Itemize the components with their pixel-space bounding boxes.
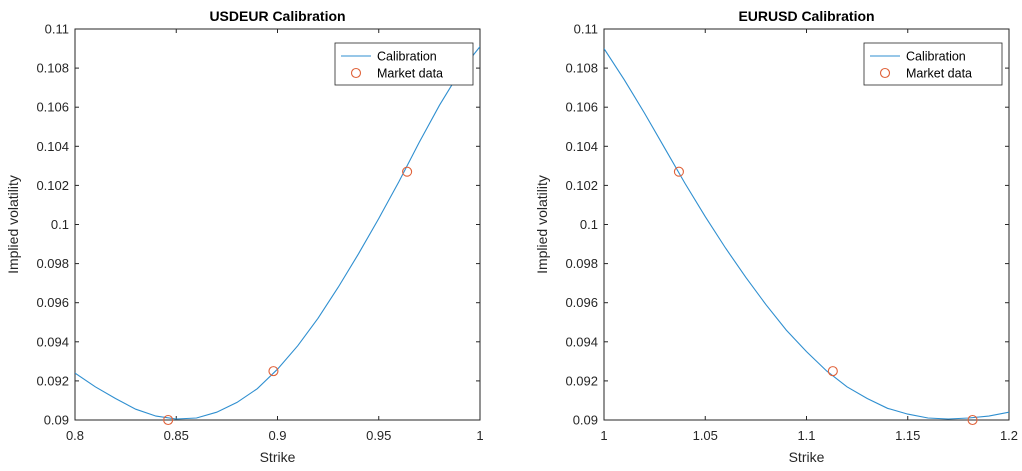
x-tick-label: 0.8 [66, 428, 84, 443]
legend-box [863, 42, 1003, 86]
y-tick-label: 0.09 [44, 413, 69, 428]
y-tick-label: 0.104 [36, 139, 69, 154]
y-tick-label: 0.092 [36, 373, 69, 388]
market-data-point [268, 366, 279, 377]
y-axis-label: Implied volatility [534, 175, 550, 274]
legend: Calibration Market data [334, 42, 474, 86]
chart-title: USDEUR Calibration [209, 8, 345, 24]
y-tick-label: 0.092 [565, 373, 598, 388]
market-data-point [402, 166, 413, 177]
legend-marker-swatch [350, 67, 362, 79]
market-data-point [163, 414, 174, 426]
y-tick-label: 0.1 [580, 217, 598, 232]
y-tick-label: 0.108 [36, 61, 69, 76]
x-tick-label: 1.2 [1000, 428, 1018, 443]
series-line-calibration [604, 48, 1009, 420]
x-tick-label: 1.15 [895, 428, 920, 443]
market-data-point [827, 366, 838, 377]
y-tick-label: 0.106 [36, 100, 69, 115]
x-axis-label: Strike [260, 449, 296, 465]
plot-area [74, 28, 481, 421]
market-data-point [673, 166, 684, 177]
market-data-point [967, 414, 978, 426]
plot-area [603, 28, 1010, 421]
y-tick-label: 0.1 [51, 217, 69, 232]
legend-entry-label: Calibration [377, 50, 437, 64]
y-tick-label: 0.098 [565, 256, 598, 271]
chart-title: EURUSD Calibration [738, 8, 874, 24]
data-layer [604, 48, 1009, 420]
legend-box [334, 42, 474, 86]
y-tick-label: 0.102 [36, 178, 69, 193]
y-tick-label: 0.094 [36, 334, 69, 349]
x-tick-label: 1 [476, 428, 483, 443]
y-tick-label: 0.096 [36, 295, 69, 310]
legend: Calibration Market data [863, 42, 1003, 86]
y-tick-label: 0.094 [565, 334, 598, 349]
chart-panel-1: USDEUR Calibration 0.8 0.85 0.9 0.95 1 0.09 0.0… [5, 8, 484, 465]
y-tick-label: 0.098 [36, 256, 69, 271]
y-tick-label: 0.11 [45, 22, 69, 37]
x-tick-label: 1 [600, 428, 607, 443]
y-axis-label: Implied volatility [5, 175, 21, 274]
legend-marker-swatch [879, 67, 891, 79]
legend-entry-label: Calibration [906, 50, 966, 64]
y-tick-label: 0.104 [565, 139, 598, 154]
x-tick-label: 1.1 [797, 428, 815, 443]
y-tick-label: 0.096 [565, 295, 598, 310]
y-tick-label: 0.106 [565, 100, 598, 115]
legend-entry-label: Market data [377, 67, 443, 81]
legend-entry-label: Market data [906, 67, 972, 81]
x-axis-label: Strike [789, 449, 825, 465]
x-tick-label: 1.05 [693, 428, 718, 443]
y-tick-label: 0.09 [573, 413, 598, 428]
x-tick-label: 0.9 [268, 428, 286, 443]
y-tick-label: 0.108 [565, 61, 598, 76]
x-tick-label: 0.95 [366, 428, 391, 443]
chart-panel-2: EURUSD Calibration 1 1.05 1.1 1.15 1.2 0.09 0.0… [534, 8, 1018, 465]
x-tick-label: 0.85 [164, 428, 189, 443]
y-tick-label: 0.11 [574, 22, 598, 37]
y-tick-label: 0.102 [565, 178, 598, 193]
